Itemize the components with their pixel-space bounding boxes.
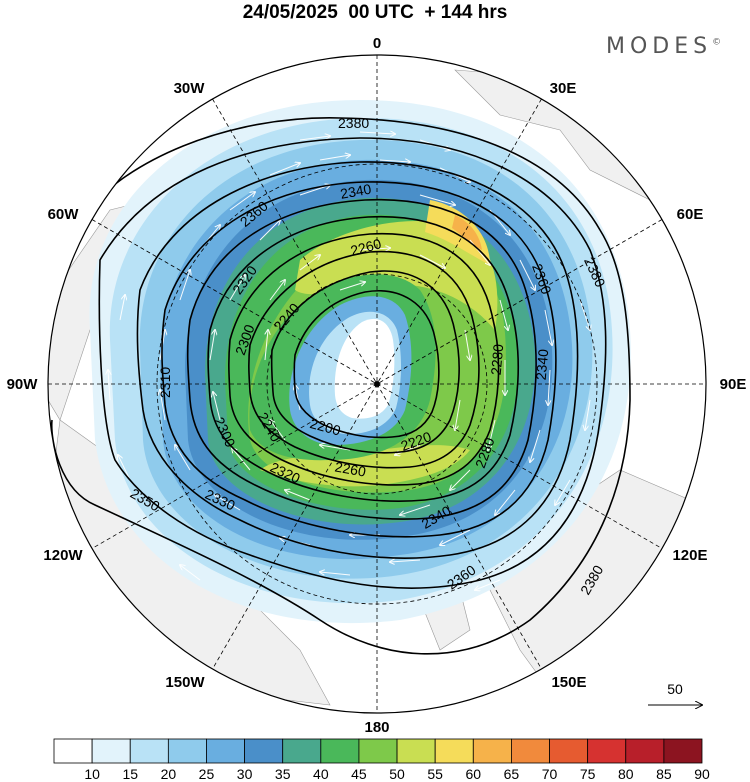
colorbar-tick-label: 80	[618, 766, 634, 782]
colorbar-swatch	[53, 738, 93, 764]
colorbar-tick-label: 40	[313, 766, 329, 782]
contour-label: 2260	[349, 235, 383, 259]
colorbar-tick-label: 10	[84, 766, 100, 782]
colorbar-swatch	[549, 738, 589, 764]
colorbar-swatch	[358, 738, 398, 764]
colorbar-swatch	[472, 738, 512, 764]
colorbar-tick-label: 65	[504, 766, 520, 782]
colorbar-swatch	[320, 738, 360, 764]
colorbar: 10 15 20 25 30 35 40 45 50 55 60 65 70 75 80 85 90	[53, 738, 710, 782]
lon-label-180: 180	[364, 719, 389, 736]
colorbar-tick-label: 20	[161, 766, 177, 782]
colorbar-tick-label: 75	[580, 766, 596, 782]
contour-label: 2340	[533, 348, 552, 381]
colorbar-swatch	[244, 738, 284, 764]
lon-label-90e: 90E	[720, 376, 747, 393]
colorbar-tick-label: 55	[427, 766, 443, 782]
colorbar-swatch	[625, 738, 665, 764]
colorbar-tick-label: 70	[542, 766, 558, 782]
contour-label: 2260	[334, 459, 368, 480]
colorbar-swatch	[91, 738, 131, 764]
colorbar-tick-label: 90	[694, 766, 710, 782]
lon-label-60w: 60W	[48, 206, 80, 223]
brand-logo: MODES©	[606, 34, 721, 59]
lon-label-120e: 120E	[672, 547, 707, 564]
lon-label-0: 0	[373, 35, 381, 52]
colorbar-tick-label: 85	[656, 766, 672, 782]
colorbar-tick-label: 50	[389, 766, 405, 782]
lon-label-90w: 90W	[7, 376, 39, 393]
colorbar-tick-label: 35	[275, 766, 291, 782]
colorbar-swatch	[129, 738, 169, 764]
lon-label-120w: 120W	[43, 547, 83, 564]
lon-label-150e: 150E	[551, 674, 586, 691]
colorbar-swatch	[434, 738, 474, 764]
lon-label-150w: 150W	[165, 674, 205, 691]
colorbar-swatch	[511, 738, 550, 764]
reference-vector-label: 50	[667, 681, 683, 697]
colorbar-swatch	[396, 738, 436, 764]
colorbar-tick-label: 25	[199, 766, 215, 782]
lon-label-30w: 30W	[174, 80, 206, 97]
lon-label-30e: 30E	[550, 80, 577, 97]
height-contours	[50, 117, 631, 655]
map-disc: 2380 2360 2340 2320 2300 2260 2240 2200 …	[48, 55, 706, 713]
colorbar-swatch	[167, 738, 207, 764]
contour-label: 2340	[339, 181, 373, 202]
contour-label: 2380	[338, 115, 369, 131]
brand-copyright-mark: ©	[712, 37, 722, 48]
colorbar-tick-label: 60	[466, 766, 482, 782]
map-title: 24/05/2025 00 UTC + 144 hrs	[242, 2, 508, 23]
colorbar-swatch	[663, 738, 703, 764]
colorbar-tick-label: 45	[351, 766, 367, 782]
pole-marker	[374, 381, 380, 387]
colorbar-swatch	[587, 738, 627, 764]
contour-label: 2200	[308, 415, 342, 439]
brand-text: MODES	[606, 34, 713, 59]
longitude-labels: 0 30E 60E 90E 120E 150E 180 150W 120W 90…	[7, 35, 747, 736]
colorbar-tick-label: 30	[237, 766, 253, 782]
contour-label: 2310	[157, 367, 173, 398]
wind-speed-shading	[89, 100, 631, 624]
reference-vector: 50	[648, 681, 702, 705]
colorbar-swatch	[206, 738, 245, 764]
colorbar-swatch	[282, 738, 322, 764]
colorbar-tick-label: 15	[122, 766, 138, 782]
map-boundary	[47, 54, 707, 714]
lon-label-60e: 60E	[677, 206, 704, 223]
contour-label: 2280	[488, 343, 507, 376]
